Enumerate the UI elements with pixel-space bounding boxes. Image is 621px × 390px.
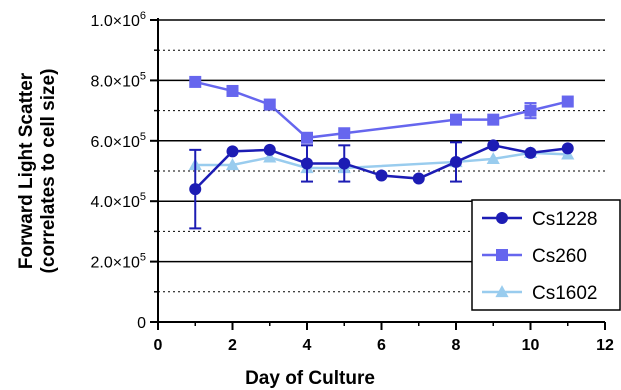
data-point bbox=[301, 131, 313, 144]
legend-label: Cs1228 bbox=[532, 209, 598, 230]
data-point bbox=[450, 155, 462, 168]
series-cs260 bbox=[189, 75, 574, 144]
legend-swatch-marker bbox=[496, 249, 508, 261]
series-line bbox=[195, 151, 568, 170]
legend-item-cs1602: Cs1602 bbox=[482, 283, 598, 304]
data-point bbox=[263, 150, 277, 163]
x-tick-label: 10 bbox=[522, 337, 540, 354]
data-point bbox=[450, 113, 462, 126]
y-tick-label: 8.0×105 bbox=[90, 70, 146, 90]
data-point bbox=[412, 172, 425, 185]
data-point bbox=[225, 158, 240, 171]
legend-item-cs1228: Cs1228 bbox=[482, 209, 598, 230]
legend-swatch-marker bbox=[495, 285, 509, 298]
x-tick-label: 0 bbox=[154, 337, 163, 354]
y-axis-title-line-2: (correlates to cell size) bbox=[38, 69, 59, 274]
y-tick-label: 6.0×105 bbox=[90, 131, 146, 151]
x-tick-label: 4 bbox=[303, 337, 312, 354]
x-tick-label: 2 bbox=[228, 337, 237, 354]
y-tick-label: 1.0×106 bbox=[90, 10, 146, 30]
data-point bbox=[487, 139, 500, 152]
data-point bbox=[561, 95, 574, 108]
series-layer bbox=[188, 75, 575, 230]
series-line bbox=[194, 80, 569, 140]
data-point bbox=[226, 145, 239, 158]
data-point bbox=[338, 127, 351, 140]
data-point bbox=[263, 143, 276, 156]
x-tick-label: 6 bbox=[377, 337, 386, 354]
y-tick-label: 4.0×105 bbox=[90, 191, 146, 211]
legend: Cs1228 Cs260 Cs1602 bbox=[471, 199, 621, 311]
series-cs1228 bbox=[189, 139, 574, 230]
data-point bbox=[338, 157, 351, 170]
data-point bbox=[561, 142, 574, 155]
y-tick-label: 2.0×105 bbox=[90, 252, 146, 272]
data-point bbox=[263, 98, 276, 111]
data-point bbox=[189, 183, 202, 196]
x-tick-label: 8 bbox=[452, 337, 461, 354]
data-point bbox=[524, 104, 537, 117]
data-point bbox=[226, 84, 239, 97]
axes: 0 2.0×105 4.0×105 6.0×105 8.0×105 1.0×106 0 2 4 6… bbox=[90, 10, 614, 354]
y-axis-title-line-1: Forward Light Scatter bbox=[16, 72, 37, 269]
legend-swatch-marker bbox=[496, 212, 508, 224]
legend-label: Cs1602 bbox=[532, 283, 598, 304]
data-point bbox=[486, 152, 500, 165]
data-point bbox=[487, 113, 500, 126]
data-point bbox=[375, 169, 388, 182]
data-point bbox=[524, 146, 537, 159]
x-axis-title: Day of Culture bbox=[245, 368, 375, 389]
y-tick-label: 0 bbox=[137, 315, 146, 332]
series-line bbox=[194, 144, 568, 190]
legend-label: Cs260 bbox=[532, 246, 587, 267]
data-point bbox=[301, 157, 313, 170]
x-tick-label: 12 bbox=[596, 337, 614, 354]
legend-item-cs260: Cs260 bbox=[482, 246, 587, 267]
data-point bbox=[189, 75, 202, 88]
